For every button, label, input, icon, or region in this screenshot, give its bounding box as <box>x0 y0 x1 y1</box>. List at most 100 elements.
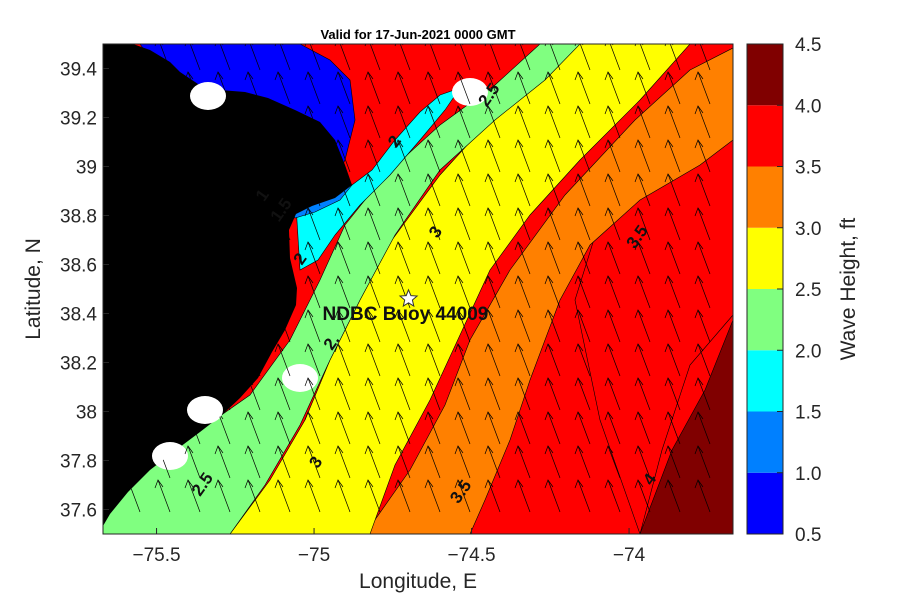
direction-arrow-head <box>334 377 344 387</box>
direction-arrow-shaft <box>517 275 531 309</box>
direction-arrow-head <box>484 105 494 115</box>
direction-arrow-head <box>304 105 314 115</box>
direction-arrow-head <box>514 309 524 319</box>
direction-arrow-head <box>514 479 524 489</box>
direction-arrow-shaft <box>607 44 621 71</box>
direction-arrow-head <box>424 139 434 149</box>
direction-arrow-shaft <box>667 275 681 309</box>
direction-arrow-shaft <box>427 309 441 343</box>
direction-arrow-shaft <box>427 71 441 105</box>
direction-arrow-head <box>664 173 674 183</box>
direction-arrow-head <box>604 445 614 455</box>
plot-area <box>103 44 733 534</box>
direction-arrow-head <box>334 479 344 489</box>
direction-arrow-head <box>634 479 644 489</box>
direction-arrow-head <box>634 343 644 353</box>
direction-arrow-shaft <box>517 343 531 377</box>
direction-arrow-head <box>574 105 584 115</box>
direction-arrow-shaft <box>487 44 501 71</box>
direction-arrow-head <box>574 411 584 421</box>
direction-arrow-shaft <box>337 139 351 173</box>
direction-arrow-head <box>274 343 284 353</box>
x-tick-label: −75 <box>298 545 330 566</box>
x-axis-ticks: −75.5 −75 −74.5 −74 <box>133 528 646 566</box>
direction-arrow-head <box>184 445 194 455</box>
direction-arrow-head <box>484 173 494 183</box>
direction-arrow-shaft <box>337 241 351 275</box>
direction-arrow-shaft <box>427 479 441 513</box>
direction-arrow-head <box>103 275 104 285</box>
direction-arrow-head <box>304 207 314 217</box>
direction-arrow-shaft <box>517 309 531 343</box>
direction-arrow-head <box>574 241 584 251</box>
direction-arrow-shaft <box>367 343 381 377</box>
direction-arrow-head <box>574 275 584 285</box>
direction-arrow-head <box>484 343 494 353</box>
direction-arrow-shaft <box>667 445 681 479</box>
direction-arrow-head <box>574 139 584 149</box>
direction-arrow-head <box>424 479 434 489</box>
direction-arrow-head <box>394 71 404 81</box>
direction-arrow-head <box>634 139 644 149</box>
colorbar-tick-label: 0.5 <box>795 525 821 546</box>
direction-arrow-head <box>274 479 284 489</box>
direction-arrow-shaft <box>487 71 501 105</box>
direction-arrow-shaft <box>397 377 411 411</box>
direction-arrow-shaft <box>547 241 561 275</box>
y-axis-label: Latitude, N <box>22 238 45 340</box>
direction-arrow-shaft <box>427 275 441 309</box>
direction-arrow-shaft <box>367 309 381 343</box>
direction-arrow-shaft <box>457 275 471 309</box>
direction-arrow-shaft <box>637 411 651 445</box>
y-tick-label: 38.8 <box>60 207 97 228</box>
x-tick-label: −75.5 <box>133 545 181 566</box>
land-patch-4 <box>187 396 223 424</box>
direction-arrow-head <box>664 241 674 251</box>
direction-arrow-shaft <box>577 105 591 139</box>
direction-arrow-head <box>634 411 644 421</box>
direction-arrow-head <box>424 275 434 285</box>
direction-arrow-head <box>634 377 644 387</box>
direction-arrow-head <box>694 309 704 319</box>
direction-arrow-head <box>274 445 284 455</box>
direction-arrow-shaft <box>307 241 321 275</box>
direction-arrow-shaft <box>517 44 531 71</box>
direction-arrow-shaft <box>517 241 531 275</box>
direction-arrow-shaft <box>307 377 321 411</box>
direction-arrow-head <box>664 411 674 421</box>
direction-arrow-shaft <box>307 207 321 241</box>
direction-arrow-shaft <box>397 44 411 71</box>
direction-arrow-shaft <box>487 105 501 139</box>
direction-arrow-head <box>214 479 224 489</box>
buoy-marker: NDBC Buoy 44009 <box>323 288 488 325</box>
direction-arrow-shaft <box>577 411 591 445</box>
direction-arrow-shaft <box>607 241 621 275</box>
direction-arrow-head <box>694 173 704 183</box>
direction-arrow-head <box>694 275 704 285</box>
direction-arrow-head <box>424 173 434 183</box>
direction-arrow-head <box>484 71 494 81</box>
land-mask <box>103 44 488 534</box>
direction-arrow-shaft <box>427 241 441 275</box>
direction-arrow-head <box>274 411 284 421</box>
direction-arrow-shaft <box>217 44 231 71</box>
colorbar-swatch-0 <box>747 472 783 534</box>
colorbar-tick-label: 1.0 <box>795 464 821 485</box>
direction-arrow-head <box>334 275 344 285</box>
direction-arrow-shaft <box>637 479 651 513</box>
direction-arrow-shaft <box>337 275 351 309</box>
direction-arrow-head <box>394 377 404 387</box>
direction-arrow-shaft <box>277 377 291 411</box>
direction-arrow-shaft <box>607 173 621 207</box>
direction-arrow-shaft <box>487 343 501 377</box>
direction-arrow-head <box>694 71 704 81</box>
direction-arrow-head <box>604 343 614 353</box>
direction-arrow-head <box>454 139 464 149</box>
direction-arrow-shaft <box>547 445 561 479</box>
direction-arrow-head <box>604 479 614 489</box>
direction-arrow-shaft <box>457 445 471 479</box>
direction-arrow-shaft <box>367 207 381 241</box>
direction-arrow-head <box>634 207 644 217</box>
direction-arrow-shaft <box>607 343 621 377</box>
direction-arrow-head <box>484 241 494 251</box>
